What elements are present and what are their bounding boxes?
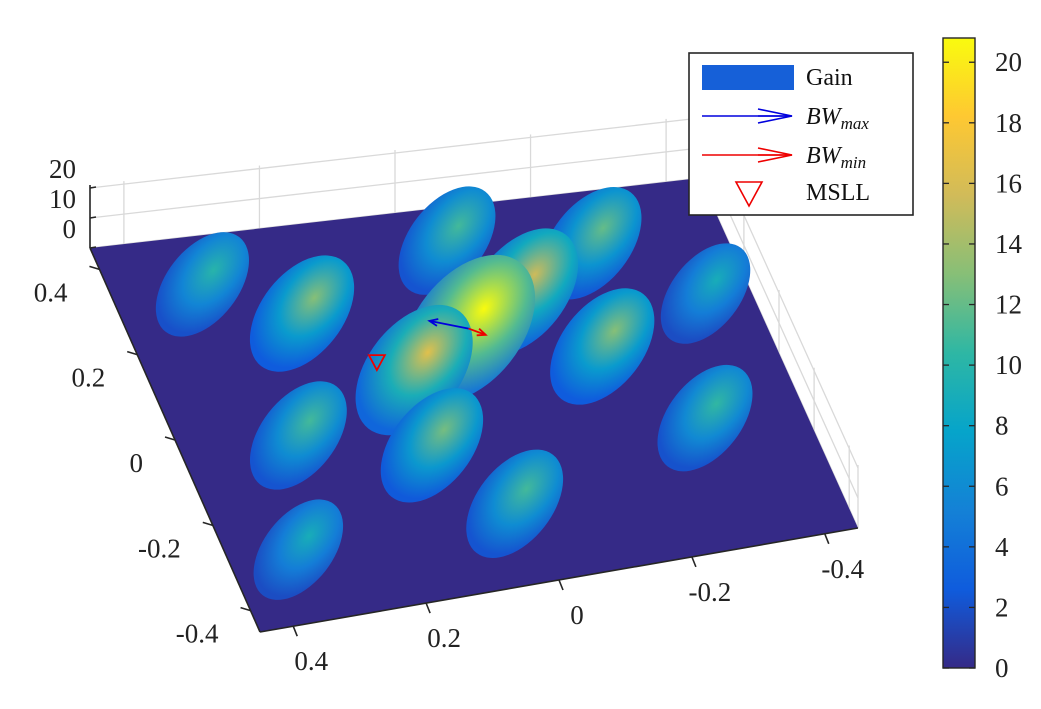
colorbar-tick-label: 12: [995, 290, 1022, 320]
z-tick-label: 0: [63, 214, 77, 244]
colorbar-tick-label: 18: [995, 108, 1022, 138]
surface-lobe: [380, 388, 484, 503]
legend-msll-triangle-icon: [734, 181, 764, 208]
colorbar-ramp: [942, 37, 976, 669]
legend-msll-label: MSLL: [806, 180, 870, 206]
colorbar-tick-label: 0: [995, 653, 1009, 683]
colorbar-tick-label: 6: [995, 471, 1009, 501]
annotation-bw-min-arrow: [468, 327, 488, 337]
colorbar-tick-label: 20: [995, 47, 1022, 77]
colorbar-tick-label: 16: [995, 168, 1022, 198]
x-tick-label: 0.4: [294, 646, 328, 676]
legend-bwmax-label: BWmax: [806, 104, 869, 133]
y-tick-label: 0: [130, 448, 144, 478]
y-tick: [126, 350, 138, 356]
surface-lobes: [155, 186, 753, 600]
z-tick-label: 10: [49, 184, 76, 214]
z-tick: [89, 246, 97, 249]
y-tick: [202, 521, 214, 527]
surface-lobe: [466, 449, 564, 558]
z-tick-label: 20: [49, 154, 76, 184]
y-tick-label: 0.2: [71, 363, 105, 393]
y-tick: [89, 265, 100, 271]
x-tick-label: -0.2: [689, 577, 732, 607]
annotations: [367, 318, 488, 373]
colorbar-tick-label: 8: [995, 411, 1009, 441]
legend-gain-swatch: [702, 65, 794, 90]
legend-bwmin-label: BWmin: [806, 143, 866, 172]
surface-lobe: [155, 232, 249, 337]
surface-lobe: [253, 499, 344, 600]
y-tick: [164, 436, 176, 441]
legend-gain-label: Gain: [806, 65, 853, 91]
x-tick-label: -0.4: [821, 554, 864, 584]
y-tick: [240, 606, 251, 612]
z-tick: [89, 186, 97, 189]
surface-lobe: [550, 288, 655, 405]
x-tick: [425, 602, 431, 614]
x-tick: [292, 625, 298, 637]
y-tick-label: -0.4: [176, 619, 219, 649]
legend-bwmin-arrow-icon: [702, 147, 793, 163]
colorbar-tick-label: 4: [995, 532, 1009, 562]
colorbar-tick-label: 10: [995, 350, 1022, 380]
y-tick-label: 0.4: [34, 277, 68, 307]
surface-lobe: [657, 364, 753, 472]
legend: Gain BWmax BWmin MSLL: [688, 52, 914, 216]
annotation-msll-marker: [367, 354, 387, 373]
z-tick: [89, 216, 97, 219]
x-tick: [824, 533, 830, 545]
colorbar: 0 2 4 6 8 10 12 14 16 18 20: [942, 37, 1023, 683]
surface-lobe: [660, 243, 751, 344]
x-tick-label: 0.2: [427, 623, 461, 653]
x-tick-label: 0: [570, 600, 584, 630]
legend-bwmax-arrow-icon: [702, 108, 793, 124]
surface-lobe: [249, 381, 347, 490]
x-tick: [558, 579, 564, 591]
x-tick: [691, 556, 697, 568]
y-tick-label: -0.2: [138, 533, 181, 563]
surface-lobe: [249, 255, 355, 372]
annotation-bw-max-arrow: [427, 318, 469, 330]
colorbar-tick-label: 14: [995, 229, 1023, 259]
colorbar-tick-label: 2: [995, 592, 1009, 622]
